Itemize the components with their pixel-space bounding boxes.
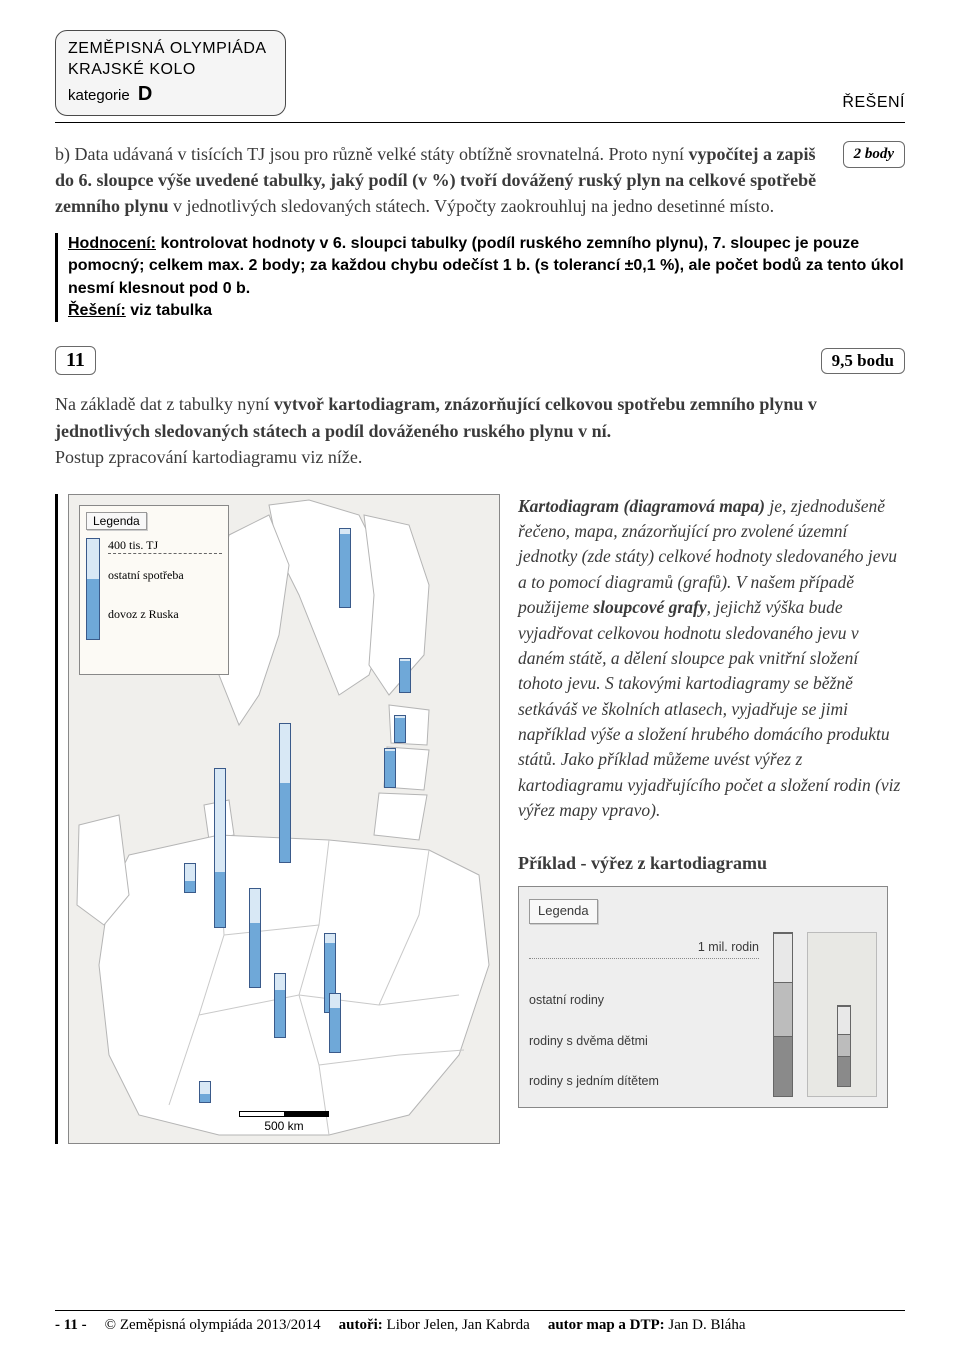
map-legend-bar: [86, 538, 100, 640]
example-item2: rodiny s dvěma dětmi: [529, 1032, 759, 1050]
reseni-label: ŘEŠENÍ: [842, 94, 905, 116]
example-side-bar: [837, 1005, 851, 1087]
header-line1: ZEMĚPISNÁ OLYMPIÁDA: [68, 39, 267, 60]
example-item1: ostatní rodiny: [529, 991, 759, 1009]
map-column: Legenda 400 tis. TJ ostatní spotřeba dov…: [68, 494, 500, 1144]
map-bar-slovenia: [199, 1081, 211, 1103]
task-11-text: Na základě dat z tabulky nyní vytvoř kar…: [55, 391, 905, 469]
page-header: ZEMĚPISNÁ OLYMPIÁDA KRAJSKÉ KOLO kategor…: [55, 30, 905, 116]
map-bar-hungary: [329, 993, 341, 1053]
example-title: Příklad - výřez z kartodiagramu: [518, 850, 905, 876]
content-row: Legenda 400 tis. TJ ostatní spotřeba dov…: [55, 494, 905, 1144]
example-item3: rodiny s jedním dítětem: [529, 1072, 759, 1090]
hodnoceni-block: Hodnocení: kontrolovat hodnoty v 6. slou…: [55, 233, 905, 323]
header-line3: kategorie D: [68, 81, 267, 107]
desc-a: Kartodiagram (diagramová mapa): [518, 496, 765, 516]
map-legend-label: Legenda: [86, 512, 147, 530]
scale-label: 500 km: [264, 1119, 303, 1133]
header-line2: KRAJSKÉ KOLO: [68, 60, 267, 81]
header-box: ZEMĚPISNÁ OLYMPIÁDA KRAJSKÉ KOLO kategor…: [55, 30, 286, 116]
map-bar-austria: [274, 973, 286, 1038]
task-points: 9,5 bodu: [821, 348, 905, 374]
page-footer: - 11 - © Zeměpisná olympiáda 2013/2014 a…: [55, 1310, 905, 1334]
category-letter: D: [138, 83, 152, 105]
b-post: v jednotlivých sledovaných státech. Výpo…: [169, 196, 775, 216]
category-prefix: kategorie: [68, 87, 130, 104]
authors-label: autoři:: [339, 1317, 383, 1333]
points-badge-2: 2 body: [843, 141, 905, 168]
example-stacked-bar: [773, 932, 793, 1097]
map-bar-germany: [214, 768, 226, 928]
authors-names: Libor Jelen, Jan Kabrda: [383, 1317, 530, 1333]
task-number: 11: [55, 346, 96, 375]
map-bar-finland: [339, 528, 351, 608]
reseni-sub-label: Řešení:: [68, 302, 126, 319]
reseni-sub-text: viz tabulka: [126, 302, 212, 319]
map-legend-item1: ostatní spotřeba: [108, 568, 222, 583]
task-11-header: 11 9,5 bodu: [55, 346, 905, 375]
t11-pre: Na základě dat z tabulky nyní: [55, 394, 274, 414]
header-rule: [55, 122, 905, 123]
map-legend-item2: dovoz z Ruska: [108, 607, 222, 622]
map-bar-poland: [279, 723, 291, 863]
scale-line: [239, 1111, 329, 1117]
example-box: Legenda 1 mil. rodin ostatní rodiny rodi…: [518, 886, 888, 1108]
footer-authors: autoři: Libor Jelen, Jan Kabrda: [339, 1317, 530, 1334]
section-b: 2 body b) Data udávaná v tisících TJ jso…: [55, 141, 905, 219]
map-bar-czech: [249, 888, 261, 988]
page-number: - 11 -: [55, 1317, 87, 1334]
desc-c: sloupcové grafy: [593, 597, 706, 617]
example-map-snip: [807, 932, 877, 1097]
section-b-text: b) Data udávaná v tisících TJ jsou pro r…: [55, 141, 905, 219]
map-container: Legenda 400 tis. TJ ostatní spotřeba dov…: [68, 494, 500, 1144]
b-pre: b) Data udávaná v tisících TJ jsou pro r…: [55, 144, 689, 164]
hodnoceni-text: kontrolovat hodnoty v 6. sloupci tabulky…: [68, 235, 904, 297]
map-legend: Legenda 400 tis. TJ ostatní spotřeba dov…: [79, 505, 229, 675]
map-scale: 500 km: [239, 1111, 329, 1133]
map-bar-baltic-2: [394, 715, 406, 743]
footer-copyright: © Zeměpisná olympiáda 2013/2014: [105, 1317, 321, 1334]
footer-dtp: autor map a DTP: Jan D. Bláha: [548, 1317, 746, 1334]
kartodiagram-desc: Kartodiagram (diagramová mapa) je, zjedn…: [518, 494, 905, 824]
t11-post: Postup zpracování kartodiagramu viz níže…: [55, 447, 362, 467]
description-column: Kartodiagram (diagramová mapa) je, zjedn…: [518, 494, 905, 1144]
example-scale: 1 mil. rodin: [529, 938, 759, 959]
dtp-name: Jan D. Bláha: [665, 1317, 746, 1333]
map-bar-baltic-1: [399, 658, 411, 693]
desc-d: , jejichž výška bude vyjadřovat celkovou…: [518, 597, 900, 820]
example-legend-label: Legenda: [529, 899, 598, 924]
map-legend-scale: 400 tis. TJ: [108, 538, 222, 554]
map-bar-baltic-3: [384, 748, 396, 788]
dtp-label: autor map a DTP:: [548, 1317, 665, 1333]
hodnoceni-label: Hodnocení:: [68, 235, 156, 252]
map-bar-nl: [184, 863, 196, 893]
